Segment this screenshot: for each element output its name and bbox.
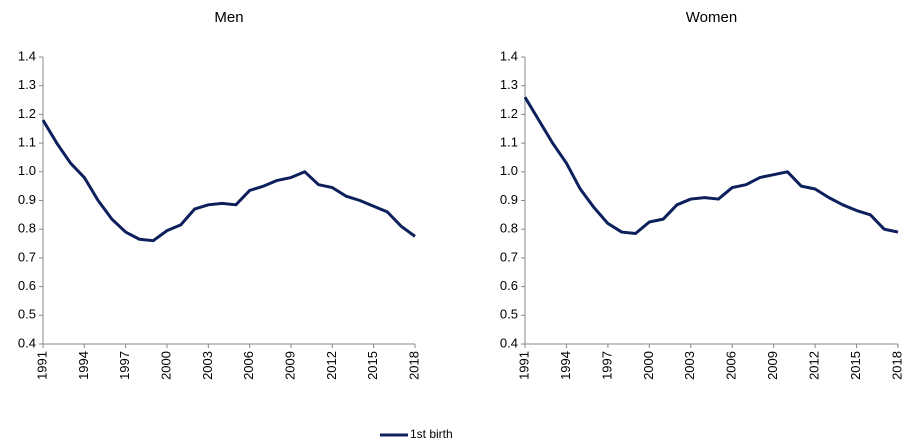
x-tick-label: 2006: [241, 351, 256, 380]
x-tick-label: 1994: [76, 351, 91, 380]
y-tick-label: 1.1: [18, 135, 36, 150]
x-tick-label: 2003: [200, 351, 215, 380]
y-tick-label: 1.3: [18, 77, 36, 92]
y-tick-label: 0.7: [500, 249, 518, 264]
y-tick-label: 0.9: [18, 192, 36, 207]
y-tick-label: 0.5: [18, 307, 36, 322]
x-tick-label: 1997: [599, 351, 614, 380]
x-tick-label: 2000: [158, 351, 173, 380]
line-series: [523, 96, 899, 236]
legend-label: 1st birth: [410, 427, 453, 441]
chart-title: Women: [686, 9, 737, 26]
x-tick-label: 2009: [282, 351, 297, 380]
x-tick-label: 1997: [117, 351, 132, 380]
y-tick-label: 0.8: [18, 221, 36, 236]
y-tick-label: 0.6: [18, 278, 36, 293]
x-tick-label: 2000: [641, 351, 656, 380]
x-tick-label: 1991: [34, 351, 49, 380]
y-tick-label: 0.9: [500, 192, 518, 207]
y-tick-label: 1.2: [500, 106, 518, 121]
x-tick-label: 2015: [365, 351, 380, 380]
x-tick-label: 2006: [724, 351, 739, 380]
x-tick-label: 2018: [406, 351, 421, 380]
y-tick-label: 1.3: [500, 77, 518, 92]
y-tick-label: 1.4: [500, 48, 518, 63]
x-tick-label: 2015: [848, 351, 863, 380]
x-tick-label: 2009: [765, 351, 780, 380]
y-tick-label: 0.8: [500, 221, 518, 236]
x-tick-label: 2012: [324, 351, 339, 380]
x-tick-label: 2018: [889, 351, 904, 380]
y-tick-label: 0.4: [18, 335, 36, 350]
y-tick-label: 1.0: [500, 163, 518, 178]
y-tick-label: 0.6: [500, 278, 518, 293]
y-tick-label: 1.2: [18, 106, 36, 121]
y-tick-label: 1.0: [18, 163, 36, 178]
line-series: [41, 119, 416, 243]
x-tick-label: 1994: [558, 351, 573, 380]
y-tick-label: 0.5: [500, 307, 518, 322]
y-tick-label: 1.4: [18, 48, 36, 63]
y-tick-label: 1.1: [500, 135, 518, 150]
chart-title: Men: [214, 9, 243, 26]
x-tick-label: 2003: [682, 351, 697, 380]
y-tick-label: 0.4: [500, 335, 518, 350]
x-tick-label: 2012: [807, 351, 822, 380]
y-tick-label: 0.7: [18, 249, 36, 264]
x-tick-label: 1991: [516, 351, 531, 380]
